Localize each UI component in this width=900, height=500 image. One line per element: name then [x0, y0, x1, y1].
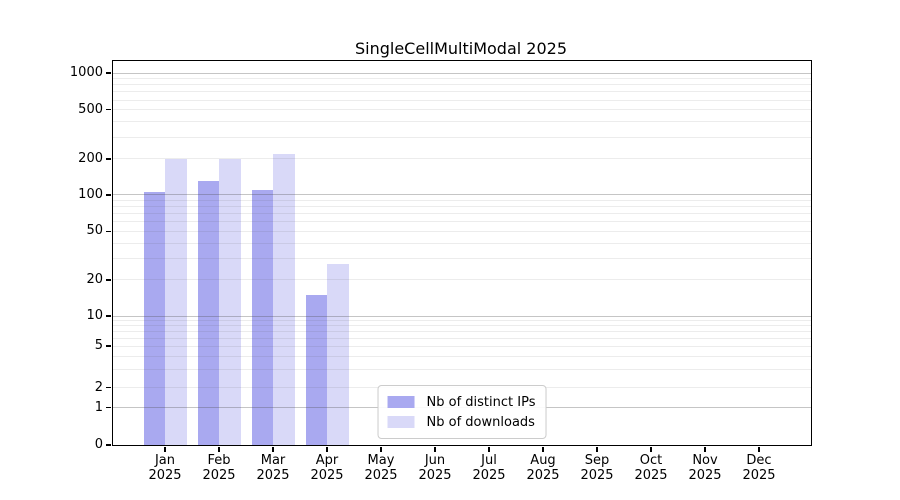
- bar-nb-of-downloads: [165, 158, 187, 445]
- x-tick-label-year: 2025: [688, 468, 722, 483]
- y-tick-label: 1000: [69, 65, 103, 81]
- x-tick-label: Aug 2025: [526, 453, 559, 483]
- y-tick-mark: [106, 386, 111, 389]
- x-tick-label-year: 2025: [472, 468, 506, 483]
- x-tick-label-month: Jun: [424, 453, 446, 468]
- bar-nb-of-downloads: [219, 158, 241, 445]
- legend-swatch-downloads: [387, 416, 415, 428]
- legend-item-distinct-ips: Nb of distinct IPs: [387, 392, 536, 412]
- y-tick-label: 500: [78, 101, 103, 117]
- x-tick-label-month: Nov: [692, 453, 718, 468]
- y-tick-label: 20: [86, 271, 103, 287]
- gridline-minor: [113, 84, 811, 86]
- y-tick-label: 10: [86, 308, 103, 324]
- y-tick-mark: [106, 315, 111, 317]
- x-tick-label-month: Jul: [481, 453, 497, 468]
- x-tick-label: Nov 2025: [688, 453, 721, 483]
- x-tick-label-month: Apr: [315, 453, 339, 468]
- x-tick-label-year: 2025: [418, 468, 452, 483]
- gridline-minor: [113, 121, 811, 123]
- gridline-minor: [113, 158, 811, 160]
- x-tick-mark: [488, 447, 490, 452]
- legend-label-distinct-ips: Nb of distinct IPs: [426, 394, 536, 410]
- plot-area: 0 1 2 5 10 20 50 100 200 500 1000 Jan 2025 Feb 2025 Ma…: [70, 60, 812, 483]
- x-tick-label-month: Dec: [746, 453, 772, 468]
- bar-nb-of-distinct-ips: [197, 181, 219, 445]
- x-tick-label-month: Mar: [260, 453, 286, 468]
- x-tick-mark: [164, 447, 166, 452]
- x-tick-label-year: 2025: [256, 468, 290, 483]
- x-tick-label-year: 2025: [148, 468, 182, 483]
- x-tick-label: May 2025: [364, 453, 397, 483]
- x-tick-label-year: 2025: [742, 468, 776, 483]
- legend-swatch-distinct-ips: [387, 396, 415, 408]
- bar-nb-of-distinct-ips: [305, 294, 327, 445]
- gridline-minor: [113, 109, 811, 111]
- y-tick-label: 50: [86, 223, 103, 239]
- gridline-minor: [113, 136, 811, 138]
- chart-title: SingleCellMultiModal 2025: [354, 39, 568, 58]
- legend-label-downloads: Nb of downloads: [426, 414, 535, 430]
- x-tick-label: Oct 2025: [634, 453, 667, 483]
- x-tick-label-year: 2025: [526, 468, 560, 483]
- x-tick-label: Mar 2025: [256, 453, 289, 483]
- x-tick-mark: [272, 447, 274, 452]
- y-tick-mark: [106, 194, 111, 196]
- y-tick-mark: [106, 108, 111, 111]
- x-tick-label-year: 2025: [202, 468, 236, 483]
- bar-nb-of-distinct-ips: [143, 192, 165, 445]
- x-tick-label: Feb 2025: [202, 453, 235, 483]
- bar-nb-of-downloads: [327, 264, 349, 445]
- y-tick-label: 2: [94, 379, 103, 395]
- y-tick-mark: [106, 444, 111, 446]
- y-tick-label: 100: [78, 186, 103, 202]
- x-tick-label: Sep 2025: [580, 453, 613, 483]
- x-tick-mark: [434, 447, 436, 452]
- x-tick-label-year: 2025: [580, 468, 614, 483]
- gridline-minor: [113, 99, 811, 101]
- x-tick-mark: [542, 447, 544, 452]
- y-tick-mark: [106, 406, 111, 409]
- bar-nb-of-distinct-ips: [251, 189, 273, 445]
- legend: Nb of distinct IPs Nb of downloads: [377, 385, 547, 439]
- x-tick-label-month: May: [367, 453, 395, 468]
- x-tick-label-year: 2025: [310, 468, 344, 483]
- y-tick-label: 0: [94, 437, 103, 452]
- x-tick-label: Dec 2025: [742, 453, 775, 483]
- x-tick-label-month: Aug: [530, 453, 556, 468]
- x-tick-label-year: 2025: [364, 468, 398, 483]
- gridline-minor: [113, 91, 811, 93]
- x-tick-mark: [326, 447, 328, 452]
- x-tick-mark: [650, 447, 652, 452]
- x-tick-mark: [758, 447, 760, 452]
- x-tick-label-month: Oct: [639, 453, 663, 468]
- y-tick-label: 5: [94, 338, 103, 354]
- y-tick-label: 200: [78, 150, 103, 166]
- gridline-minor: [113, 78, 811, 80]
- gridline-major: [113, 72, 811, 74]
- x-tick-mark: [380, 447, 382, 452]
- y-tick-mark: [106, 158, 111, 160]
- y-tick-mark: [106, 279, 111, 281]
- x-tick-label-month: Sep: [584, 453, 610, 468]
- x-tick-label: Jun 2025: [418, 453, 451, 483]
- x-tick-label: Jan 2025: [148, 453, 181, 483]
- y-tick-label: 1: [94, 399, 103, 415]
- x-tick-mark: [704, 447, 706, 452]
- legend-item-downloads: Nb of downloads: [387, 412, 536, 432]
- x-tick-label-year: 2025: [634, 468, 668, 483]
- y-tick-mark: [106, 72, 111, 74]
- y-tick-mark: [106, 230, 111, 233]
- y-tick-mark: [106, 345, 111, 347]
- x-tick-mark: [596, 447, 598, 452]
- x-tick-mark: [218, 447, 220, 452]
- x-tick-label: Apr 2025: [310, 453, 343, 483]
- x-tick-label: Jul 2025: [472, 453, 505, 483]
- x-tick-label-month: Jan: [154, 453, 176, 468]
- x-tick-label-month: Feb: [207, 453, 231, 468]
- bar-nb-of-downloads: [273, 153, 295, 445]
